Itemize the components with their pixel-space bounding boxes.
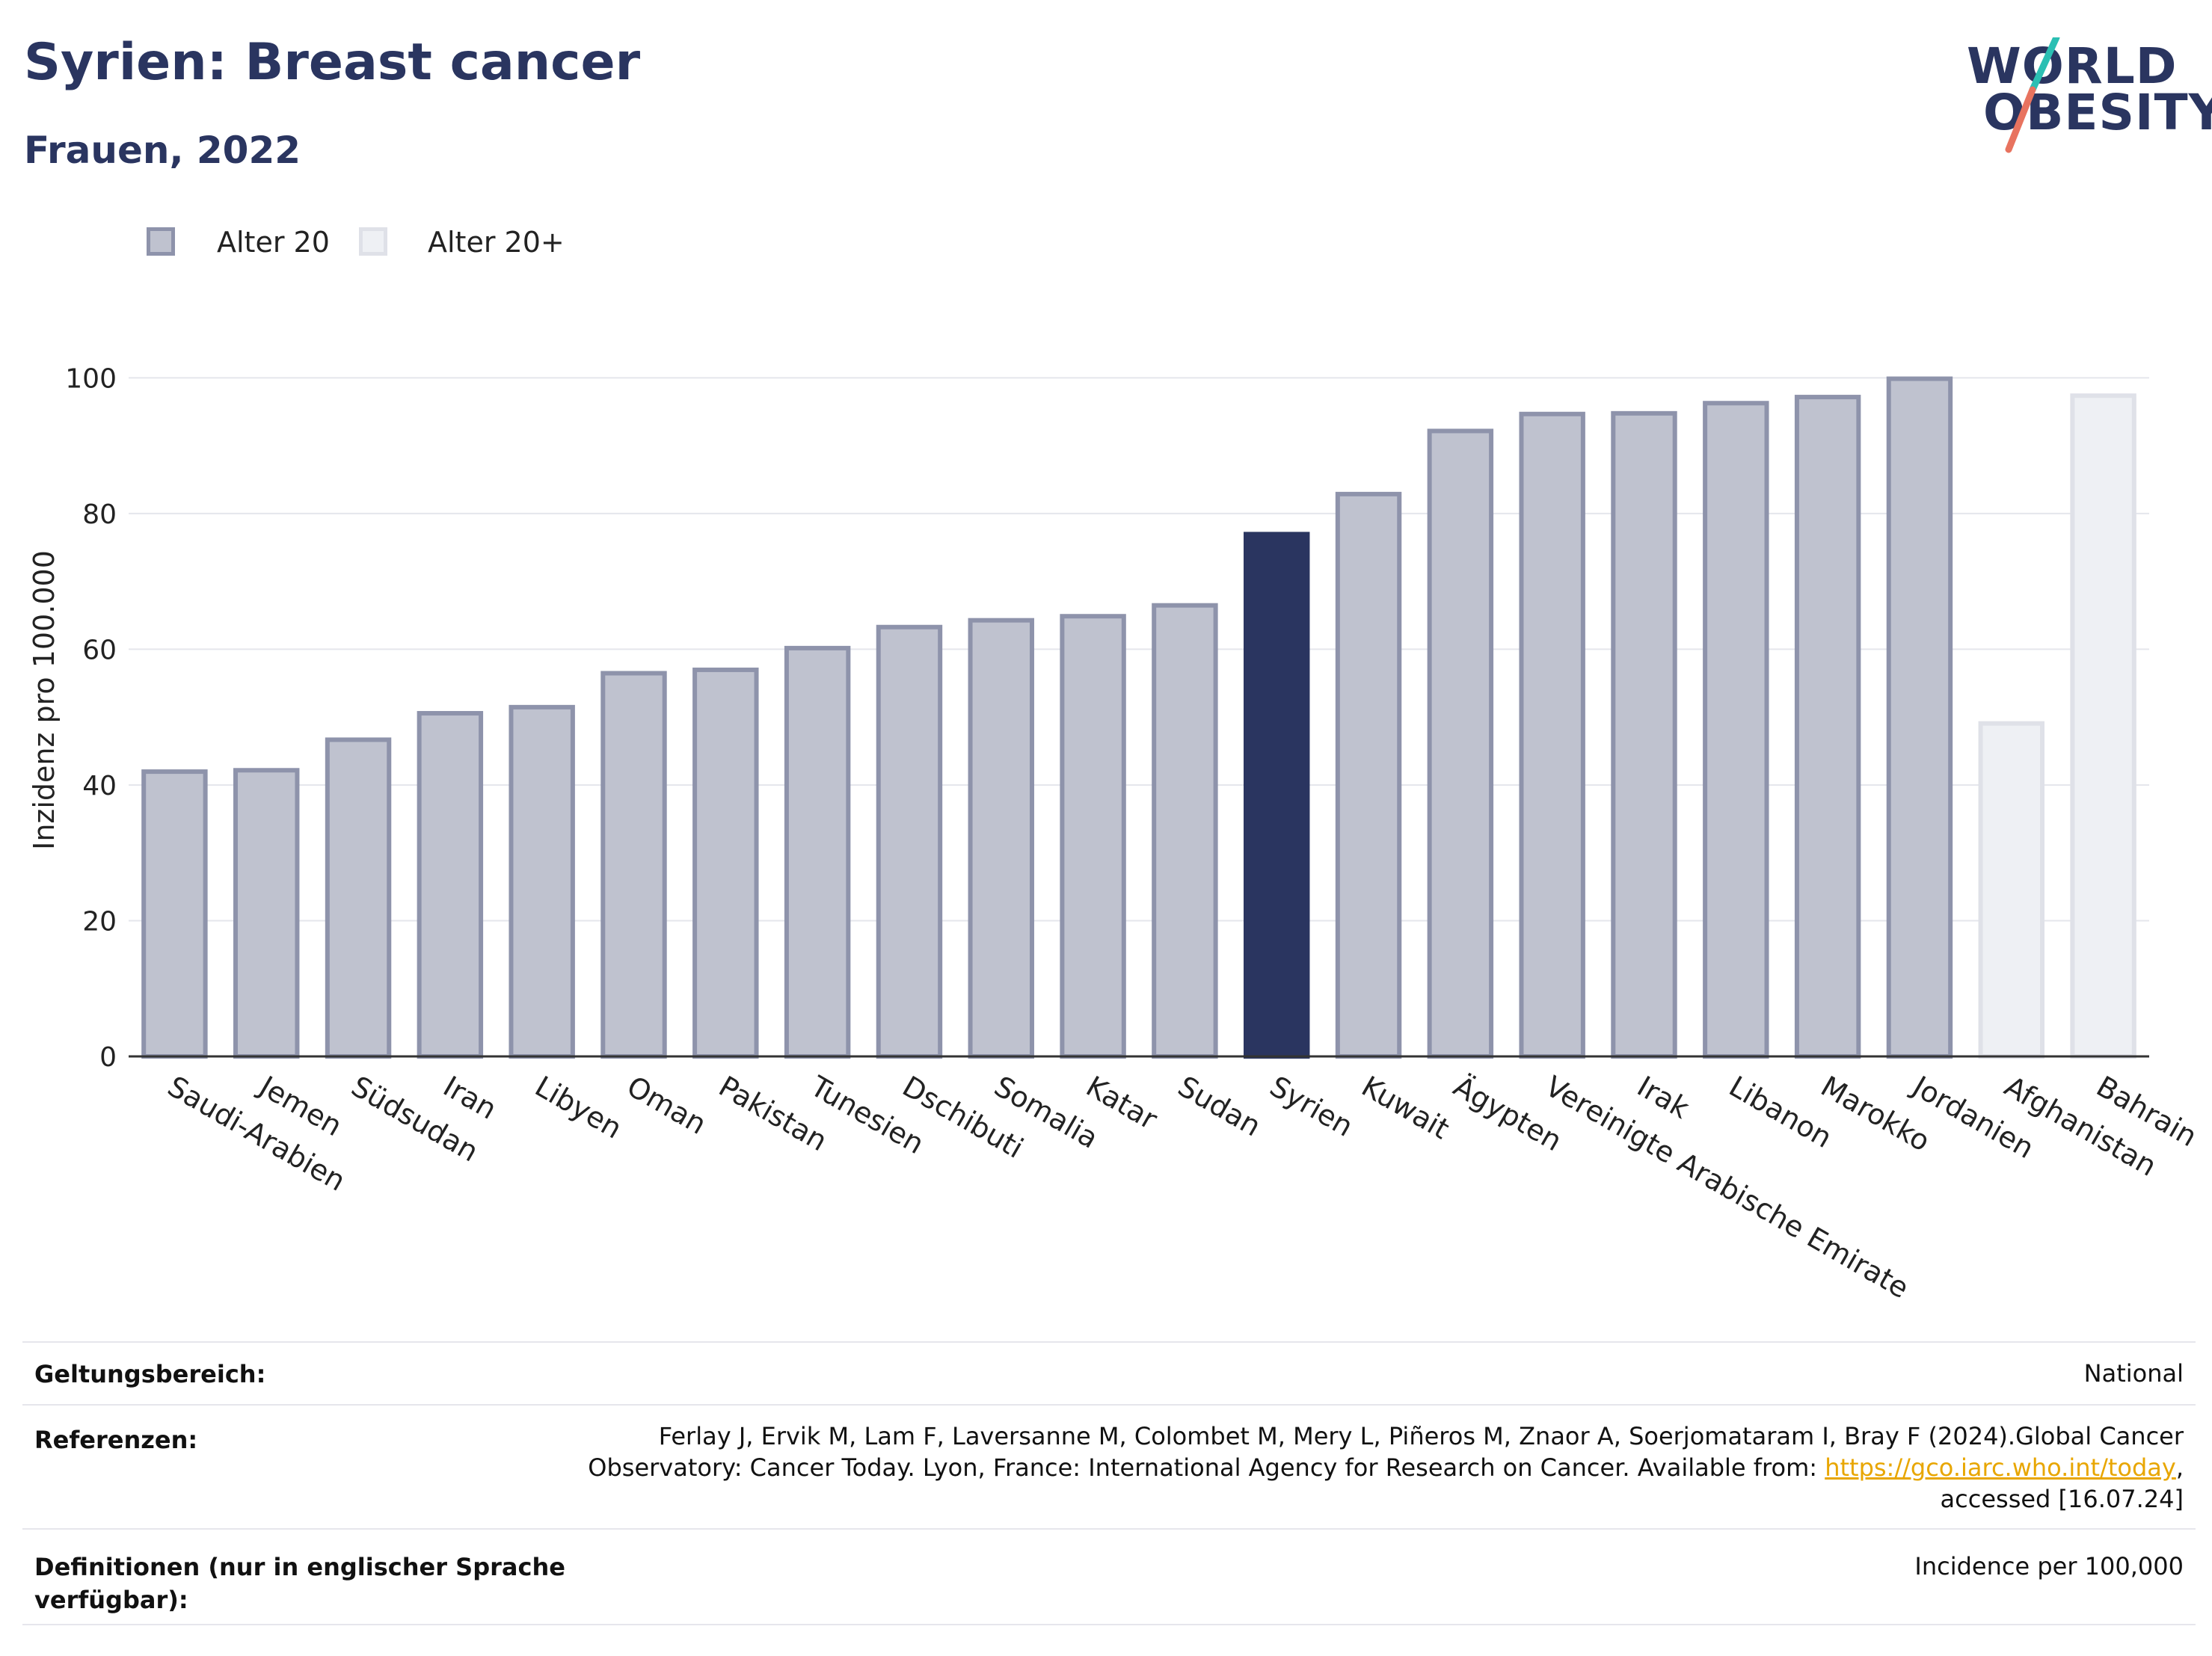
- meta-row-scope: Geltungsbereich: National: [22, 1341, 2196, 1406]
- legend-label: Alter 20+: [428, 226, 565, 259]
- definition-key-line-2: verfügbar):: [34, 1586, 188, 1614]
- y-tick-label: 20: [82, 906, 117, 937]
- legend-label: Alter 20: [217, 226, 330, 259]
- bar-pakistan: [692, 667, 759, 1059]
- meta-row-references: Referenzen: Ferlay J, Ervik M, Lam F, La…: [22, 1404, 2196, 1530]
- x-tick-label: Irak: [1632, 1070, 1695, 1125]
- meta-value: National: [2083, 1359, 2184, 1388]
- y-tick-label: 60: [82, 635, 117, 665]
- bar-sudan: [1152, 603, 1218, 1059]
- legend-swatch: [147, 227, 175, 256]
- logo-slash-icon: [2005, 37, 2060, 153]
- x-tick-label: Syrien: [1265, 1070, 1359, 1143]
- y-tick-label: 0: [99, 1042, 117, 1073]
- x-tick-label: Iran: [437, 1070, 502, 1126]
- reference-link[interactable]: https://gco.iarc.who.int/today: [1825, 1453, 2176, 1482]
- meta-key: Definitionen (nur in englischer Sprache …: [34, 1551, 565, 1616]
- bar-libanon: [1703, 401, 1769, 1059]
- bar-ägypten: [1427, 428, 1494, 1059]
- bar-syrien: [1244, 532, 1310, 1059]
- meta-key: Geltungsbereich:: [34, 1360, 266, 1388]
- bar-südsudan: [325, 737, 392, 1059]
- bar-saudi-arabien: [141, 769, 208, 1059]
- bar-somalia: [968, 618, 1034, 1059]
- bar-jordanien: [1886, 376, 1953, 1059]
- bar-marokko: [1794, 395, 1861, 1059]
- bar-bahrain: [2070, 393, 2136, 1059]
- reference-line-1: Ferlay J, Ervik M, Lam F, Laversanne M, …: [658, 1422, 2184, 1450]
- legend-swatch: [359, 227, 387, 256]
- y-axis-label: Inzidenz pro 100.000: [28, 550, 61, 850]
- bar-iran: [417, 711, 484, 1059]
- page-title: Syrien: Breast cancer: [24, 33, 641, 92]
- reference-punct: ,: [2175, 1453, 2184, 1482]
- x-tick-label: Libyen: [529, 1070, 627, 1145]
- meta-key: Referenzen:: [34, 1426, 198, 1454]
- bar-kuwait: [1335, 491, 1402, 1059]
- bar-vereinigte-arabische-emirate: [1519, 411, 1585, 1059]
- meta-value: Incidence per 100,000: [1914, 1552, 2184, 1580]
- world-obesity-logo: WORLD OBESITY: [1944, 37, 2212, 157]
- logo-line-1: WORLD: [1967, 37, 2178, 95]
- definition-key-line-1: Definitionen (nur in englischer Sprache: [34, 1553, 565, 1581]
- y-tick-label: 100: [65, 363, 117, 394]
- bar-libyen: [509, 704, 575, 1059]
- bar-jemen: [233, 768, 300, 1059]
- reference-text: Observatory: Cancer Today. Lyon, France:…: [588, 1453, 1825, 1482]
- bar-katar: [1060, 614, 1126, 1059]
- meta-value: Ferlay J, Ervik M, Lam F, Laversanne M, …: [588, 1420, 2184, 1515]
- reference-line-3: accessed [16.07.24]: [1940, 1485, 2184, 1513]
- bar-oman: [600, 671, 667, 1059]
- y-tick-label: 40: [82, 771, 117, 801]
- y-tick-label: 80: [82, 499, 117, 530]
- x-tick-label: Oman: [621, 1070, 712, 1141]
- x-tick-label: Kuwait: [1357, 1070, 1455, 1146]
- bar-dschibuti: [876, 624, 943, 1059]
- x-tick-label: Libanon: [1724, 1070, 1837, 1154]
- meta-row-definitions: Definitionen (nur in englischer Sprache …: [22, 1528, 2196, 1625]
- reference-line-2: Observatory: Cancer Today. Lyon, France:…: [588, 1452, 2184, 1483]
- page-subtitle: Frauen, 2022: [24, 129, 301, 172]
- bar-tunesien: [784, 645, 851, 1059]
- x-tick-label: Sudan: [1173, 1070, 1267, 1143]
- bar-irak: [1611, 410, 1677, 1059]
- bar-afghanistan: [1978, 721, 2044, 1059]
